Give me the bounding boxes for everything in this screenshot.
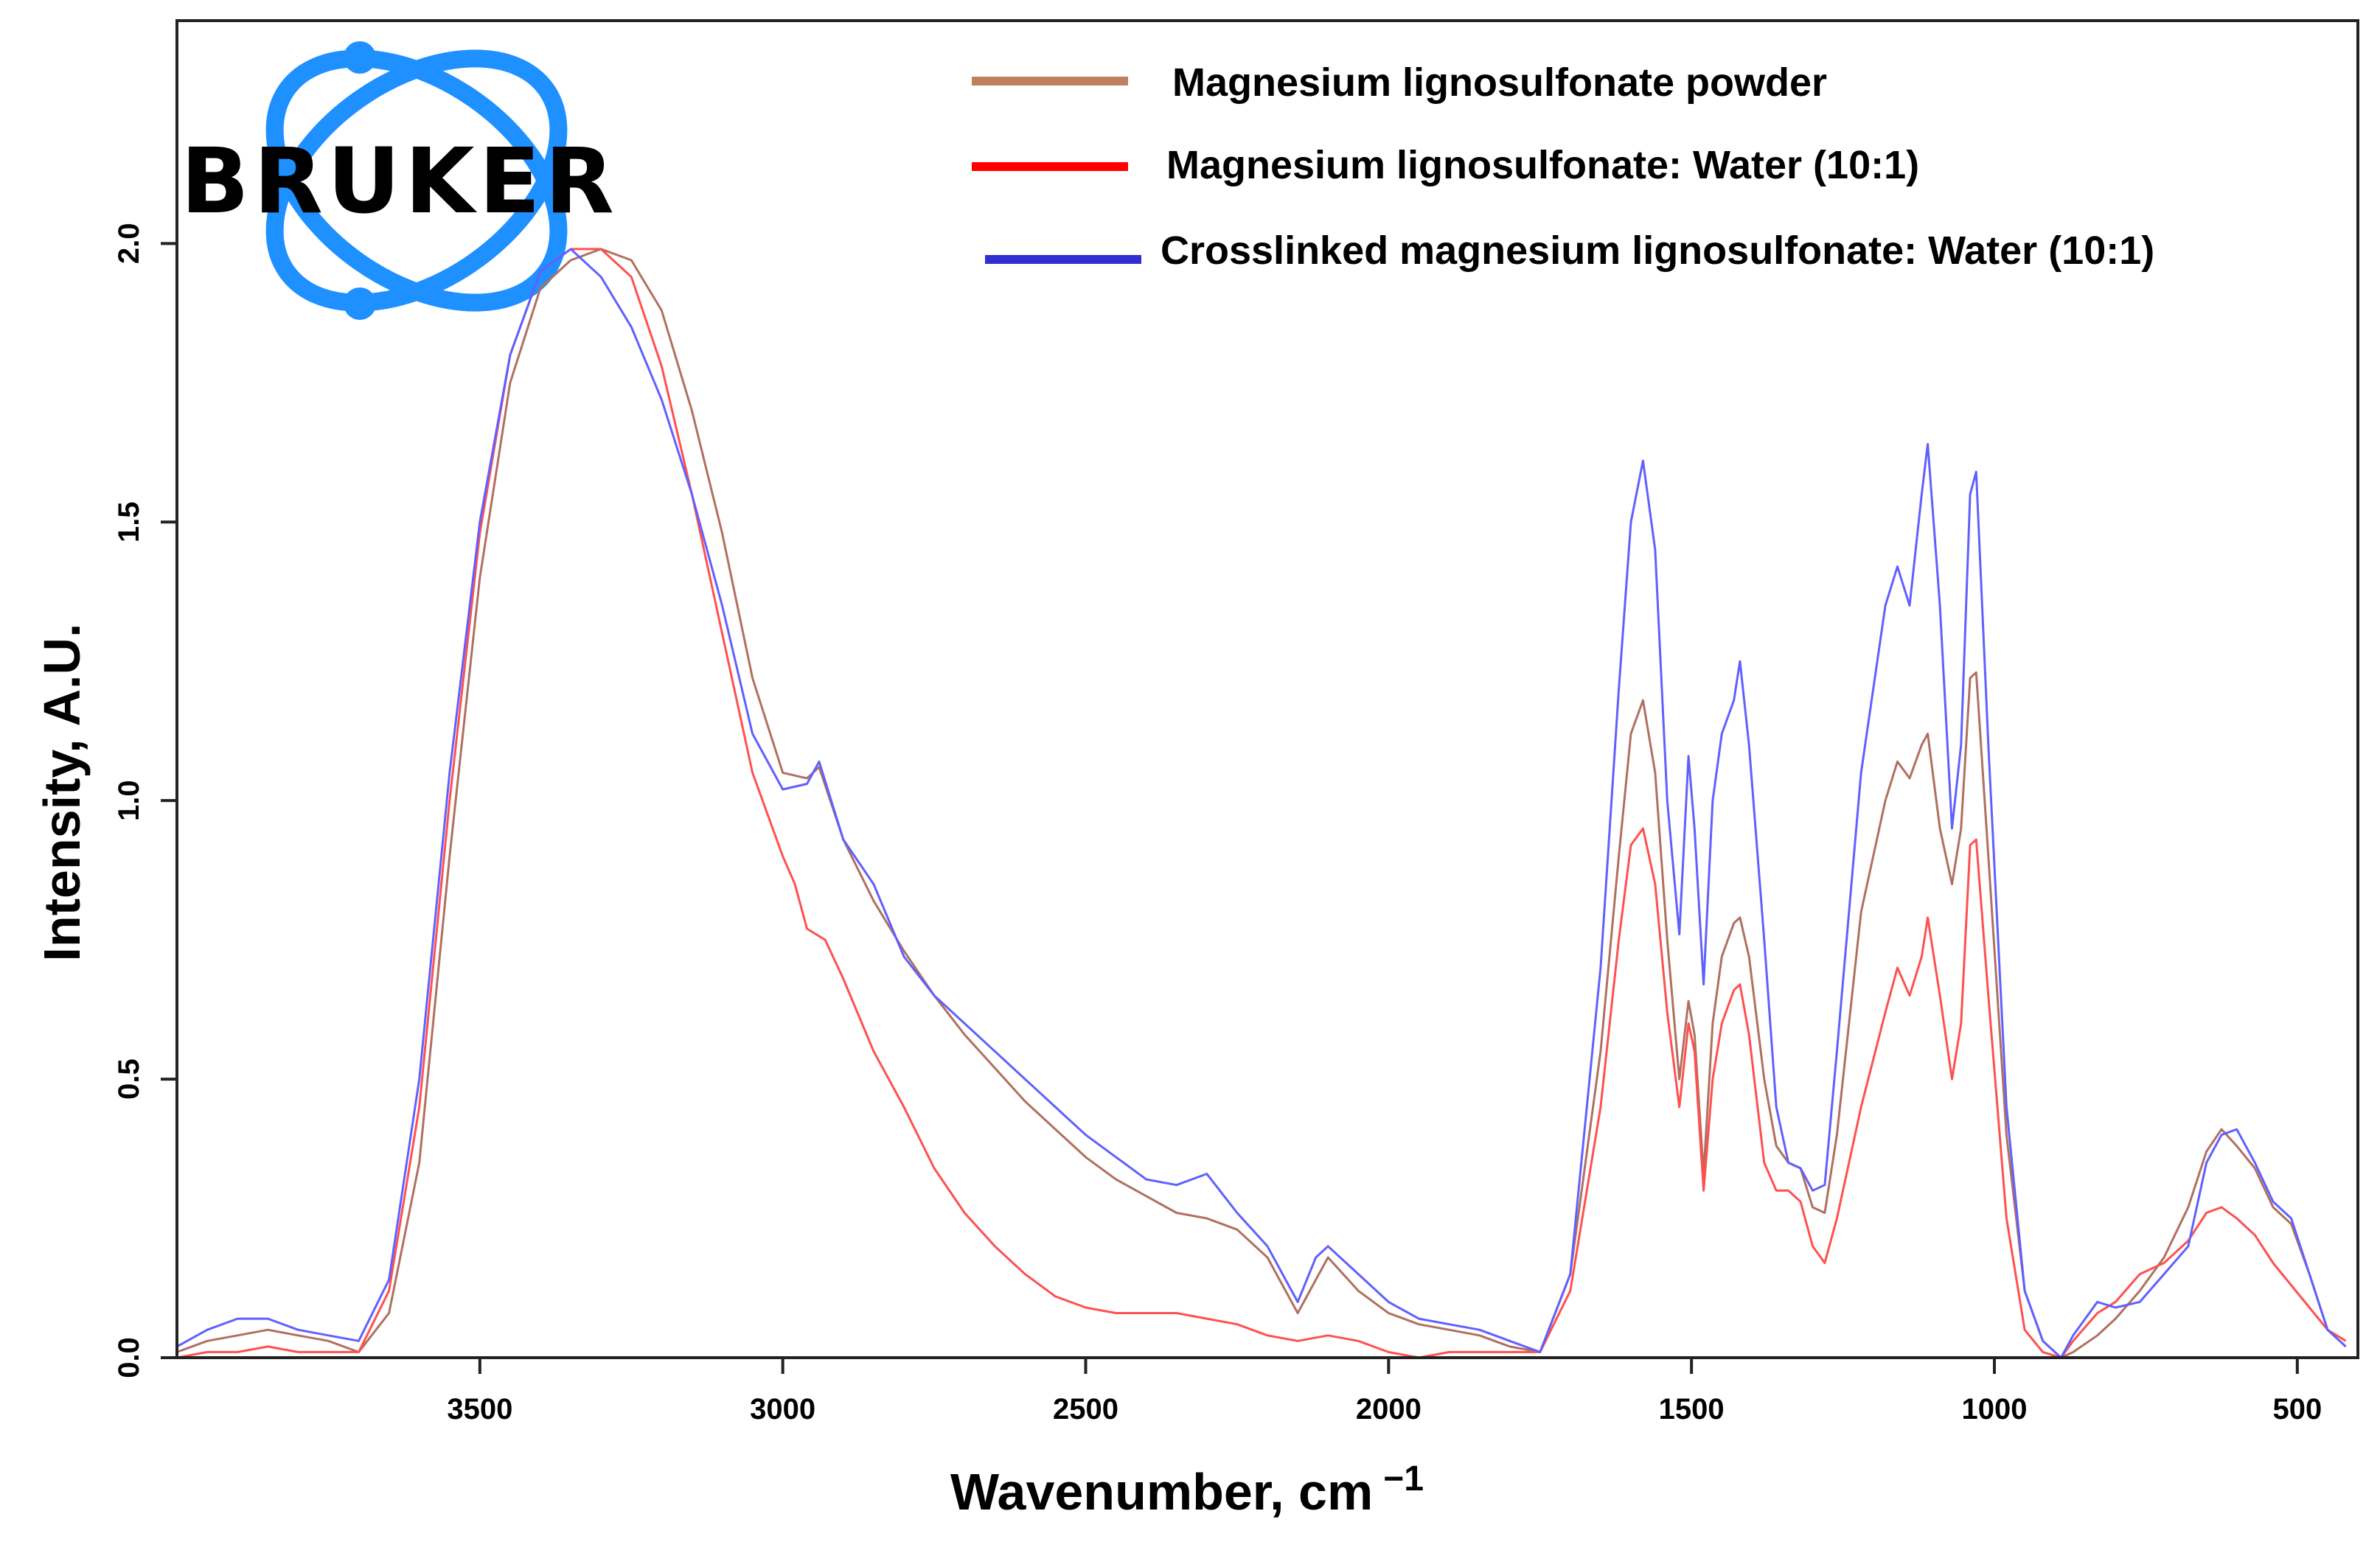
y-tick-label: 0.5 <box>113 1058 145 1100</box>
plot-frame <box>175 19 2359 1359</box>
legend: Magnesium lignosulfonate powder Magnesiu… <box>972 60 2154 273</box>
logo-electron-bottom <box>344 287 376 320</box>
x-tick-label: 1000 <box>1962 1393 2028 1425</box>
bruker-logo: BRUKER <box>181 41 619 320</box>
plot-lines <box>176 248 2347 1359</box>
y-tick-label: 2.0 <box>113 223 145 265</box>
y-tick-label: 1.5 <box>113 501 145 542</box>
x-axis-title: Wavenumber, cm −1 <box>950 1459 1424 1521</box>
logo-orbit-right <box>265 49 568 312</box>
x-tick-label: 3500 <box>447 1393 512 1425</box>
x-tick-label: 2000 <box>1356 1393 1422 1425</box>
x-tick-label: 3000 <box>750 1393 815 1425</box>
series-line-3 <box>176 248 2347 1359</box>
y-axis-ticks: 0.0 0.5 1.0 1.5 2.0 <box>113 223 177 1378</box>
legend-label-water: Magnesium lignosulfonate: Water (10:1) <box>1166 143 1919 187</box>
y-tick-label: 0.0 <box>113 1337 145 1378</box>
logo-orbit-left <box>265 49 568 312</box>
series-line-2 <box>176 248 2347 1359</box>
x-tick-label: 500 <box>2272 1393 2322 1425</box>
x-tick-label: 1500 <box>1659 1393 1725 1425</box>
legend-label-powder: Magnesium lignosulfonate powder <box>1172 60 1827 105</box>
x-tick-label: 2500 <box>1053 1393 1118 1425</box>
logo-text: BRUKER <box>181 129 619 234</box>
legend-label-crosslinked: Crosslinked magnesium lignosulfonate: Wa… <box>1161 228 2154 273</box>
y-tick-label: 1.0 <box>113 780 145 821</box>
logo-electron-top <box>344 41 376 74</box>
x-axis-ticks: 3500 3000 2500 2000 1500 1000 500 <box>447 1358 2322 1425</box>
y-axis-title: Intensity, A.U. <box>33 624 91 962</box>
